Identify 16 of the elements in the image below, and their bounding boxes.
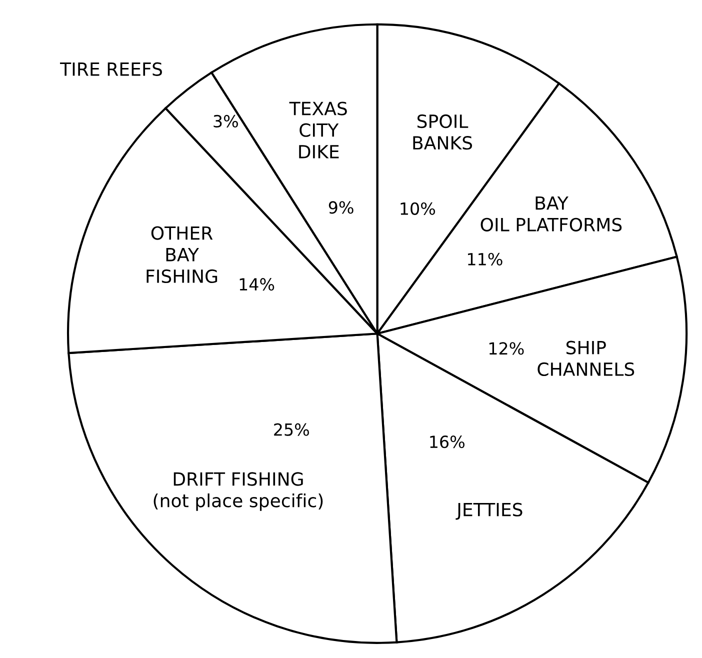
slice-label: DRIFT FISHING (not place specific) bbox=[154, 472, 323, 511]
slice-label: JETTIES bbox=[456, 502, 522, 520]
slice-label: TEXAS CITY DIKE bbox=[289, 102, 347, 158]
slice-label: TIRE REEFS bbox=[60, 62, 162, 76]
slice-label: BAY OIL PLATFORMS bbox=[480, 196, 622, 232]
data-label: 12% bbox=[489, 342, 524, 355]
slice-label: SPOIL BANKS bbox=[413, 114, 472, 150]
data-label: 11% bbox=[468, 252, 502, 266]
data-label: 25% bbox=[274, 423, 309, 436]
data-label: 14% bbox=[240, 278, 274, 291]
slice-label: SHIP CHANNELS bbox=[538, 340, 634, 376]
slice-label: OTHER BAY FISHING bbox=[146, 226, 218, 284]
data-label: 10% bbox=[400, 202, 436, 215]
data-label: 3% bbox=[214, 114, 238, 128]
data-label: 9% bbox=[328, 201, 354, 214]
data-label: 16% bbox=[430, 436, 464, 448]
